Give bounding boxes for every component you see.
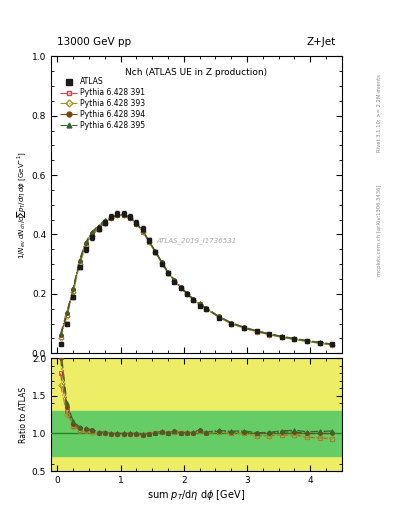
Y-axis label: Ratio to ATLAS: Ratio to ATLAS bbox=[19, 387, 28, 443]
Text: 13000 GeV pp: 13000 GeV pp bbox=[57, 37, 131, 48]
Text: mcplots.cern.ch [arXiv:1306.3436]: mcplots.cern.ch [arXiv:1306.3436] bbox=[377, 185, 382, 276]
Y-axis label: $1/N_{ev}\ dN_{ch}/d\!\sum\!p_T/d\eta\,d\phi\ [\mathrm{GeV}^{-1}]$: $1/N_{ev}\ dN_{ch}/d\!\sum\!p_T/d\eta\,d… bbox=[15, 151, 28, 259]
Text: Rivet 3.1.10; >= 2.2M events: Rivet 3.1.10; >= 2.2M events bbox=[377, 74, 382, 152]
Text: ATLAS_2019_I1736531: ATLAS_2019_I1736531 bbox=[156, 237, 237, 244]
Legend: ATLAS, Pythia 6.428 391, Pythia 6.428 393, Pythia 6.428 394, Pythia 6.428 395: ATLAS, Pythia 6.428 391, Pythia 6.428 39… bbox=[58, 75, 147, 132]
Text: Nch (ATLAS UE in Z production): Nch (ATLAS UE in Z production) bbox=[125, 68, 268, 77]
X-axis label: sum $p_T$/d$\eta$ d$\phi$ [GeV]: sum $p_T$/d$\eta$ d$\phi$ [GeV] bbox=[147, 487, 246, 502]
Text: Z+Jet: Z+Jet bbox=[307, 37, 336, 48]
